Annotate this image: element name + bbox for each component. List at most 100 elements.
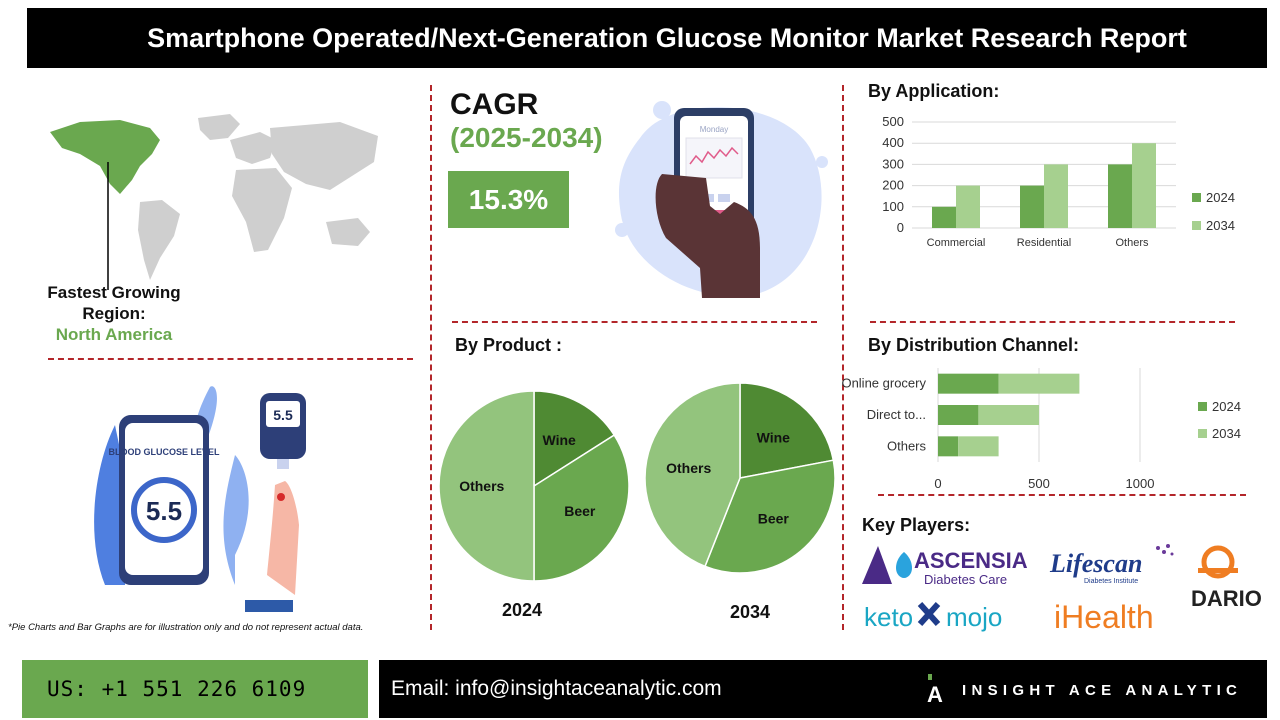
brand-logo-icon: A bbox=[926, 670, 944, 707]
distribution-legend-swatch bbox=[1198, 402, 1207, 411]
distribution-bar bbox=[978, 405, 1039, 425]
fastest-region-label: Fastest Growing Region: bbox=[47, 283, 181, 323]
distribution-legend-label: 2024 bbox=[1212, 399, 1241, 414]
ketomojo-logo: keto mojo bbox=[864, 601, 1002, 632]
application-bar bbox=[932, 206, 956, 228]
lifescan-logo: Lifescan Diabetes Institute bbox=[1049, 544, 1174, 585]
dario-name: DARIO bbox=[1191, 586, 1262, 611]
distribution-bar bbox=[958, 436, 999, 457]
meter-card-reading: 5.5 bbox=[146, 496, 182, 526]
phone-hand-illustration: Monday bbox=[615, 101, 828, 298]
glucose-meter-illustration: BLOOD GLUCOSE LEVEL 5.5 5.5 bbox=[94, 386, 306, 612]
distribution-category-label: Others bbox=[887, 438, 927, 453]
divider-right bbox=[842, 85, 844, 630]
lifescan-name: Lifescan bbox=[1049, 549, 1142, 578]
application-bar bbox=[1108, 164, 1132, 228]
meter-device-reading: 5.5 bbox=[273, 407, 293, 423]
distribution-xtick-label: 1000 bbox=[1126, 476, 1155, 491]
application-legend-label: 2024 bbox=[1206, 190, 1235, 205]
divider-region bbox=[48, 358, 413, 360]
cagr-years: (2025-2034) bbox=[450, 122, 603, 153]
application-category-label: Commercial bbox=[927, 237, 986, 249]
pie-slice-label: Beer bbox=[564, 503, 596, 519]
contact-email[interactable]: Email: info@insightaceanalytic.com bbox=[379, 660, 1267, 718]
map-asia bbox=[270, 122, 378, 190]
world-map bbox=[50, 114, 378, 290]
application-bar bbox=[956, 185, 980, 228]
brand-name: INSIGHT ACE ANALYTIC bbox=[962, 682, 1243, 699]
lifescan-sub: Diabetes Institute bbox=[1084, 578, 1138, 585]
pie-slice bbox=[644, 382, 741, 568]
application-ytick-label: 300 bbox=[882, 156, 904, 171]
ihealth-logo: iHealth bbox=[1054, 599, 1154, 635]
pie-slice-label: Others bbox=[459, 478, 504, 494]
distribution-heading: By Distribution Channel: bbox=[868, 335, 1079, 355]
distribution-xtick-label: 500 bbox=[1028, 476, 1050, 491]
application-heading: By Application: bbox=[868, 81, 1000, 101]
pie-slice-label: Beer bbox=[758, 510, 790, 526]
map-europe bbox=[230, 132, 276, 164]
distribution-bar bbox=[998, 373, 1080, 394]
map-australia bbox=[326, 218, 370, 246]
phone-day-text: Monday bbox=[700, 125, 728, 134]
application-bar bbox=[1044, 164, 1068, 228]
distribution-category-label: Direct to... bbox=[867, 407, 926, 422]
ascensia-logo: ASCENSIA Diabetes Care bbox=[862, 546, 1028, 587]
map-greenland bbox=[198, 114, 240, 140]
divider-left bbox=[430, 85, 432, 630]
ihealth-name: iHealth bbox=[1054, 599, 1154, 635]
pie-slice-label: Wine bbox=[543, 432, 577, 448]
cagr-title: CAGR bbox=[450, 88, 539, 121]
distribution-xtick-label: 0 bbox=[934, 476, 941, 491]
divider-application bbox=[870, 321, 1235, 323]
application-bar bbox=[1020, 185, 1044, 228]
application-category-label: Others bbox=[1115, 237, 1149, 249]
cagr-value: 15.3% bbox=[448, 171, 569, 228]
ascensia-name: ASCENSIA bbox=[914, 548, 1028, 573]
map-africa bbox=[232, 168, 292, 252]
product-heading: By Product : bbox=[455, 335, 563, 355]
pie-year-label: 2034 bbox=[730, 602, 770, 622]
distribution-bar bbox=[938, 405, 979, 425]
brand-logo-initial: A bbox=[927, 682, 943, 706]
key-players-heading: Key Players: bbox=[862, 515, 971, 535]
divider-distribution bbox=[878, 494, 1246, 496]
product-pie-charts: Wine Beer Others 2024 Wine Beer Others 2034 bbox=[438, 382, 836, 622]
distribution-bar bbox=[938, 436, 959, 457]
pie-slice-label: Others bbox=[666, 460, 711, 476]
distribution-bar bbox=[938, 373, 999, 394]
map-south-america bbox=[138, 200, 180, 280]
key-players-logos: ASCENSIA Diabetes Care Lifescan Diabetes… bbox=[862, 544, 1262, 635]
pie-slice bbox=[533, 434, 630, 582]
pie-slice bbox=[704, 459, 836, 574]
ketomojo-name-b: mojo bbox=[946, 602, 1002, 632]
meter-card-title: BLOOD GLUCOSE LEVEL bbox=[108, 447, 220, 457]
pie-slice-label: Wine bbox=[757, 430, 791, 446]
pie-slice bbox=[438, 390, 535, 582]
divider-cagr bbox=[452, 321, 817, 323]
pie-slice bbox=[533, 390, 616, 488]
application-category-label: Residential bbox=[1017, 237, 1071, 249]
application-ytick-label: 200 bbox=[882, 178, 904, 193]
ketomojo-name-a: keto bbox=[864, 602, 913, 632]
ascensia-sub: Diabetes Care bbox=[924, 572, 1007, 587]
distribution-legend-label: 2034 bbox=[1212, 426, 1241, 441]
map-north-america bbox=[50, 120, 160, 194]
page-title: Smartphone Operated/Next-Generation Gluc… bbox=[27, 8, 1267, 68]
dario-logo: DARIO bbox=[1191, 545, 1262, 611]
application-legend-label: 2034 bbox=[1206, 218, 1235, 233]
application-legend-swatch bbox=[1192, 193, 1201, 202]
application-ytick-label: 100 bbox=[882, 199, 904, 214]
pie-year-label: 2024 bbox=[502, 600, 542, 620]
fastest-region-value: North America bbox=[55, 325, 173, 344]
distribution-legend-swatch bbox=[1198, 429, 1207, 438]
pie-slice bbox=[739, 382, 835, 479]
contact-phone[interactable]: US: +1 551 226 6109 bbox=[22, 660, 368, 718]
application-legend-swatch bbox=[1192, 221, 1201, 230]
application-bar-chart: 0 100 200 300 400 500 Commercial Residential Oth… bbox=[882, 114, 1235, 249]
application-ytick-label: 500 bbox=[882, 114, 904, 129]
distribution-bar-chart: 0 500 1000 Online grocery Direct to... Others… bbox=[841, 368, 1241, 491]
application-ytick-label: 0 bbox=[897, 220, 904, 235]
application-bar bbox=[1132, 143, 1156, 228]
distribution-category-label: Online grocery bbox=[841, 376, 926, 391]
